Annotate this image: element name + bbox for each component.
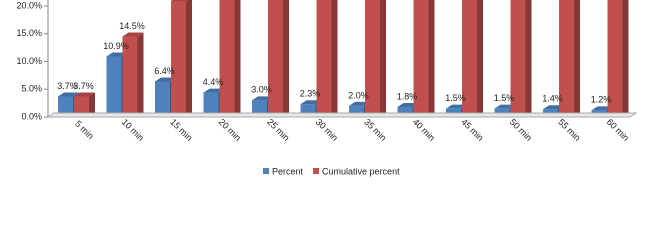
y-tick-label: 10.0%	[16, 56, 42, 66]
x-tick-label: 45 min	[459, 117, 485, 143]
bar-top	[155, 77, 176, 82]
value-label: 1.2%	[591, 95, 612, 105]
value-label: 14.5%	[119, 21, 145, 31]
x-tick-label: 60 min	[605, 117, 631, 143]
bar-side	[428, 0, 435, 117]
value-label: 1.5%	[445, 93, 466, 103]
chart: 0.0% 5.0% 10.0% 15.0% 20.0% 5 min 3.7%3.7% 10 m…	[16, 0, 638, 176]
value-label: 10.9%	[103, 41, 129, 51]
bar	[397, 107, 413, 117]
floor	[46, 112, 638, 118]
bar-side	[186, 0, 192, 117]
bar-top	[58, 92, 79, 97]
x-tick-label: 20 min	[217, 117, 243, 143]
legend-swatch	[263, 168, 269, 174]
bar	[462, 0, 477, 117]
legend-label: Percent	[272, 166, 304, 176]
bar	[559, 0, 574, 117]
bar	[510, 0, 526, 118]
bar	[349, 105, 364, 117]
value-label: 2.3%	[300, 89, 321, 99]
bar	[171, 1, 186, 118]
bar	[607, 0, 623, 117]
value-label: 4.4%	[203, 77, 224, 87]
bar-top	[203, 88, 225, 93]
bar	[155, 81, 170, 117]
bar-top	[300, 100, 322, 105]
bar	[74, 96, 89, 117]
bar	[413, 0, 429, 117]
x-tick-label: 50 min	[508, 117, 534, 143]
x-tick-label: 40 min	[411, 117, 437, 143]
bar	[219, 0, 235, 117]
x-tick-label: 55 min	[556, 117, 582, 143]
value-label: 1.5%	[494, 93, 515, 103]
bar	[268, 0, 283, 118]
y-tick-label: 0.0%	[21, 111, 42, 121]
bar-side	[622, 0, 629, 117]
bar-top	[171, 0, 188, 2]
y-tick-label: 5.0%	[21, 84, 42, 94]
y-tick-label: 15.0%	[16, 28, 42, 38]
bar-top	[543, 105, 564, 110]
bar-side	[89, 92, 95, 117]
bar-side	[525, 0, 532, 117]
bar-top	[106, 52, 128, 57]
bar	[58, 96, 73, 117]
bar	[365, 0, 380, 117]
x-tick-label: 30 min	[314, 117, 340, 143]
bar-top	[494, 104, 516, 109]
plot-area	[58, 0, 629, 118]
bar-side	[574, 0, 580, 117]
page: {"chart_data": {"type": "bar3d", "catego…	[16, 0, 638, 177]
value-label: 6.4%	[154, 66, 175, 76]
bar-side	[283, 0, 289, 117]
bar	[106, 56, 122, 117]
bar-side	[137, 32, 144, 117]
bar-top	[122, 32, 144, 37]
bar	[203, 92, 219, 117]
bar-top	[446, 104, 467, 109]
value-label: 1.4%	[542, 94, 563, 104]
bar-top	[397, 103, 419, 108]
value-label: 1.8%	[397, 91, 418, 101]
x-tick-label: 10 min	[120, 117, 146, 143]
value-label: 3.7%	[73, 81, 94, 91]
x-tick-label: 25 min	[265, 117, 291, 143]
bar-side	[331, 0, 338, 117]
value-label: 3.7%	[57, 81, 78, 91]
bar-top	[349, 101, 370, 106]
x-tick-label: 35 min	[362, 117, 388, 143]
legend-swatch	[313, 168, 320, 174]
bar-top	[74, 92, 95, 97]
value-label: 2.0%	[348, 90, 369, 100]
bar-side	[477, 0, 483, 117]
bar	[122, 36, 138, 117]
x-tick-label: 15 min	[168, 117, 194, 143]
legend-label: Cumulative percent	[322, 166, 400, 176]
bar-top	[252, 96, 273, 101]
value-label: 3.0%	[251, 85, 272, 95]
bar-side	[380, 0, 386, 117]
bar	[316, 0, 332, 117]
x-tick-label: 5 min	[73, 119, 96, 142]
bar-side	[234, 0, 241, 117]
y-tick-label: 20.0%	[16, 0, 42, 10]
bar-top	[591, 106, 613, 111]
